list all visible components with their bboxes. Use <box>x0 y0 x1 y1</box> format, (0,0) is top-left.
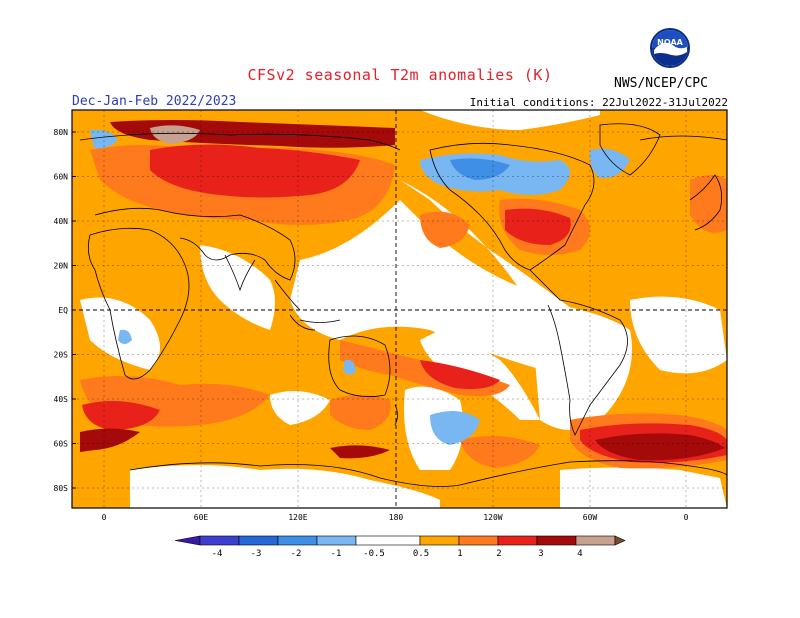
lat-label: 20S <box>54 351 69 360</box>
colorbar-tick-label: -3 <box>251 549 262 559</box>
colorbar-swatch <box>316 535 357 546</box>
colorbar-swatch <box>536 535 577 546</box>
colorbar-swatch <box>575 535 616 546</box>
map-frame <box>71 109 728 509</box>
lat-label: 40N <box>54 217 69 226</box>
forecast-period: Dec-Jan-Feb 2022/2023 <box>72 94 237 109</box>
colorbar-swatch <box>419 535 460 546</box>
lat-lon-gridlines <box>72 110 727 508</box>
colorbar-swatch <box>238 535 279 546</box>
colorbar-swatch <box>355 535 421 546</box>
colorbar-tick-label: 2 <box>496 549 501 559</box>
colorbar-tick-label: -4 <box>212 549 223 559</box>
colorbar-tick-label: -2 <box>291 549 302 559</box>
noaa-logo: NOAA <box>650 28 690 68</box>
colorbar-tick-label: 4 <box>577 549 582 559</box>
lat-label: 80N <box>54 128 69 137</box>
colorbar-swatch <box>458 535 499 546</box>
lat-label: 60S <box>54 440 69 449</box>
colorbar-arrow-high <box>614 535 626 546</box>
colorbar-tick-label: 3 <box>538 549 543 559</box>
colorbar-swatch <box>199 535 240 546</box>
colorbar-tick-label: -1 <box>331 549 342 559</box>
anomaly-field <box>72 110 727 508</box>
lon-label: 60E <box>194 513 209 522</box>
lat-label: EQ <box>58 306 68 315</box>
initial-conditions: Initial conditions: 22Jul2022-31Jul2022 <box>469 96 728 109</box>
lon-label: 120E <box>288 513 307 522</box>
lon-label: 120W <box>483 513 502 522</box>
svg-text:NOAA: NOAA <box>657 38 683 47</box>
map-title: CFSv2 seasonal T2m anomalies (K) <box>247 66 553 84</box>
latitude-ticks <box>72 131 76 489</box>
colorbar-tick-label: -0.5 <box>363 549 385 559</box>
lat-label: 40S <box>54 395 69 404</box>
colorbar-tick-label: 1 <box>457 549 462 559</box>
longitude-labels: 0 60E 120E 180 120W 60W 0 <box>102 513 689 522</box>
colorbar-tick-label: 0.5 <box>413 549 429 559</box>
colorbar-swatch <box>497 535 538 546</box>
lat-label: 60N <box>54 173 69 182</box>
coastlines <box>79 123 727 487</box>
lon-label: 0 <box>684 513 689 522</box>
colorbar: -4 -3 -2 -1 -0.5 0.5 1 2 3 4 <box>174 535 626 559</box>
lon-label: 0 <box>102 513 107 522</box>
colorbar-swatch <box>277 535 318 546</box>
lon-label: 180 <box>389 513 404 522</box>
lat-label: 80S <box>54 484 69 493</box>
lat-label: 20N <box>54 262 69 271</box>
latitude-labels: 80N 60N 40N 20N EQ 20S 40S 60S 80S <box>54 128 69 493</box>
colorbar-arrow-low <box>174 535 201 546</box>
lon-label: 60W <box>583 513 598 522</box>
agency-label: NWS/NCEP/CPC <box>614 76 708 91</box>
